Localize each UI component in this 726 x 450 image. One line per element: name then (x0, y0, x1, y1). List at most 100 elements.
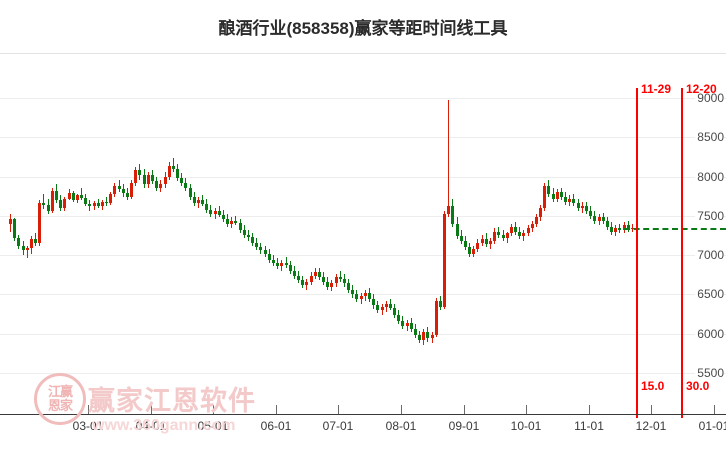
candle-body (552, 193, 555, 199)
candle-body (209, 209, 212, 215)
candle-body (259, 247, 262, 251)
x-tick-08-01 (401, 405, 402, 414)
candle-body (201, 200, 204, 205)
chart-plot-area: 9000 8500 8000 7500 7000 6500 6000 5500 11-29 15… (0, 56, 726, 418)
candle-body (414, 329, 417, 336)
candle-body (614, 228, 617, 232)
candle-wick (286, 256, 287, 268)
candle-body (422, 332, 425, 340)
candle-body (314, 272, 317, 276)
candle-wick (119, 179, 120, 193)
candle-body (472, 248, 475, 254)
x-tick-10-01 (526, 405, 527, 414)
gridline-8500 (0, 137, 726, 139)
candle-body (13, 219, 16, 238)
candle-wick (81, 187, 82, 201)
candle-body (305, 281, 308, 285)
watermark-brand: 赢家江恩软件 (88, 386, 256, 416)
candle-body (426, 332, 429, 339)
candle-body (355, 294, 358, 300)
x-tick-05-01 (213, 405, 214, 414)
candle-body (522, 233, 525, 237)
candle-body (443, 214, 446, 307)
candle-body (589, 211, 592, 216)
candle-body (514, 226, 517, 232)
x-tick-06-01 (276, 405, 277, 414)
candle-body (623, 225, 626, 230)
candle-body (464, 241, 467, 248)
candle-body (243, 230, 246, 235)
candle-body (47, 204, 50, 212)
candle-body (84, 197, 87, 205)
candle-body (151, 175, 154, 182)
candle-body (280, 263, 283, 267)
candle-body (80, 195, 83, 198)
x-tick-label-05-01: 05-01 (197, 419, 229, 433)
gridline-5500 (0, 373, 726, 374)
candle-body (360, 296, 363, 300)
candle-body (343, 278, 346, 284)
candle-body (510, 226, 513, 234)
candle-body (76, 195, 79, 201)
candle-body (109, 193, 112, 204)
candle-body (138, 170, 141, 175)
candle-body (322, 277, 325, 282)
candle-body (172, 165, 175, 169)
candle-body (164, 176, 167, 185)
y-tick-label-7500: 7500 (695, 208, 724, 223)
candle-wick (340, 270, 341, 282)
candle-body (34, 239, 37, 243)
candle-body (468, 247, 471, 254)
y-tick-label-6500: 6500 (695, 287, 724, 302)
candle-body (572, 198, 575, 204)
candle-body (602, 217, 605, 222)
watermark-seal-line1: 江赢 (47, 384, 73, 400)
y-tick-label-8500: 8500 (695, 130, 724, 145)
candle-body (168, 165, 171, 177)
candle-body (593, 215, 596, 221)
candle-body (476, 242, 479, 249)
x-tick-label-11-01: 11-01 (574, 419, 604, 433)
candle-body (176, 168, 179, 179)
candle-body (568, 198, 571, 202)
marker-1-top-label: 11-29 (641, 82, 672, 96)
x-tick-label-08-01: 08-01 (385, 419, 417, 433)
candle-body (456, 223, 459, 237)
x-tick-01-01 (714, 405, 715, 414)
marker-2-line (681, 88, 683, 418)
candle-body (289, 264, 292, 271)
candle-body (339, 277, 342, 279)
candle-body (401, 321, 404, 326)
candle-body (539, 208, 542, 218)
candle-body (88, 204, 91, 207)
candle-body (310, 275, 313, 282)
candle-body (506, 233, 509, 238)
candle-body (531, 223, 534, 229)
candle-body (393, 307, 396, 315)
candle-wick (448, 99, 449, 218)
candle-body (22, 245, 25, 251)
watermark-seal-icon: 江赢 恩家 (34, 373, 86, 425)
candle-body (239, 222, 242, 230)
candle-body (435, 300, 438, 336)
y-tick-label-5500: 5500 (695, 366, 724, 380)
title-divider (0, 53, 726, 54)
candle-body (247, 234, 250, 238)
candle-body (381, 307, 384, 311)
x-tick-12-01 (651, 405, 652, 414)
candle-body (547, 186, 550, 194)
candle-body (17, 237, 20, 246)
gridline-8000 (0, 176, 726, 178)
gridline-9000 (0, 98, 726, 99)
candle-body (598, 217, 601, 221)
candle-body (627, 225, 630, 229)
candle-body (55, 190, 58, 201)
watermark-seal-line2: 恩家 (47, 398, 73, 413)
candle-body (130, 182, 133, 197)
x-tick-11-01 (589, 405, 590, 414)
candle-body (485, 239, 488, 245)
candle-body (222, 215, 225, 219)
candle-body (189, 187, 192, 197)
x-tick-03-01 (88, 405, 89, 414)
x-tick-label-01-01: 01-01 (698, 419, 726, 433)
